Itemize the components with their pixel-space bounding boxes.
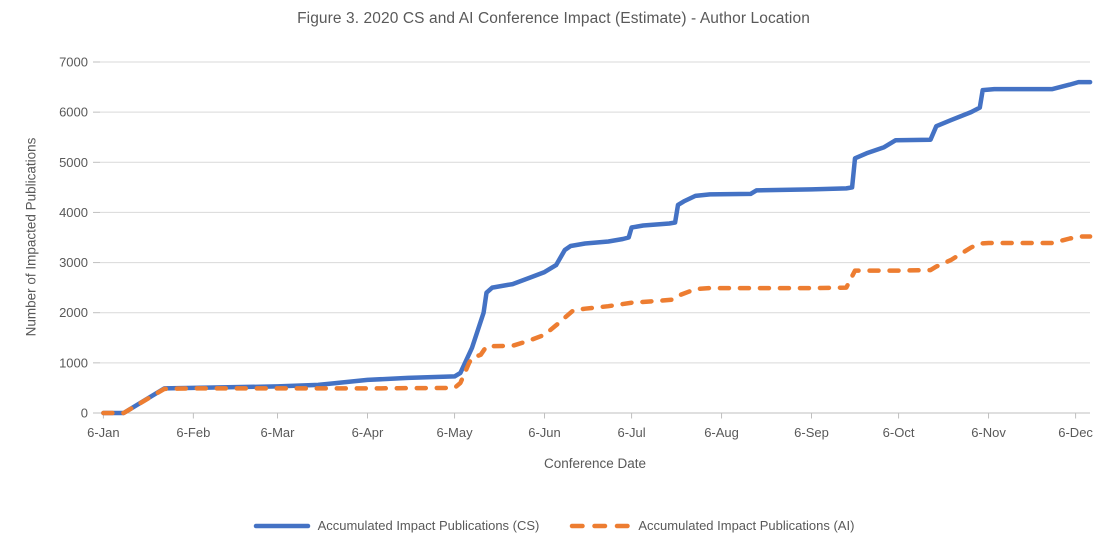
- legend-line-sample-ai: [570, 523, 631, 528]
- y-tick-label: 4000: [59, 205, 88, 220]
- chart-title: Figure 3. 2020 CS and AI Conference Impa…: [297, 10, 810, 27]
- y-tick-label: 7000: [59, 55, 88, 70]
- x-tick-label: 6-Apr: [352, 425, 384, 440]
- x-tick-label: 6-Mar: [261, 425, 296, 440]
- y-tick-label: 1000: [59, 355, 88, 370]
- x-tick-label: 6-Jun: [528, 425, 561, 440]
- x-tick-label: 6-Jul: [617, 425, 645, 440]
- legend-item-cs: Accumulated Impact Publications (CS): [253, 518, 540, 533]
- legend-line-sample-cs: [253, 523, 310, 528]
- legend: Accumulated Impact Publications (CS) Acc…: [0, 518, 1107, 533]
- x-tick-label: 6-Jan: [87, 425, 120, 440]
- legend-label-cs: Accumulated Impact Publications (CS): [317, 518, 540, 533]
- legend-label-ai: Accumulated Impact Publications (AI): [638, 518, 855, 533]
- legend-item-ai: Accumulated Impact Publications (AI): [569, 518, 854, 533]
- x-tick-label: 6-Nov: [971, 425, 1006, 440]
- y-tick-label: 0: [81, 406, 88, 421]
- series-line-ai: [101, 234, 1093, 416]
- series-line-cs: [101, 79, 1093, 416]
- y-tick-label: 6000: [59, 105, 88, 120]
- x-tick-label: 6-Sep: [794, 425, 829, 440]
- x-tick-label: 6-May: [436, 425, 473, 440]
- y-axis-title: Number of Impacted Publications: [23, 137, 39, 337]
- y-tick-label: 2000: [59, 305, 88, 320]
- y-tick-label: 3000: [59, 255, 88, 270]
- x-tick-label: 6-Oct: [883, 425, 915, 440]
- x-tick-label: 6-Aug: [704, 425, 739, 440]
- y-tick-label: 5000: [59, 155, 88, 170]
- x-tick-label: 6-Dec: [1058, 425, 1093, 440]
- x-axis-title: Conference Date: [543, 456, 647, 471]
- x-tick-label: 6-Feb: [176, 425, 210, 440]
